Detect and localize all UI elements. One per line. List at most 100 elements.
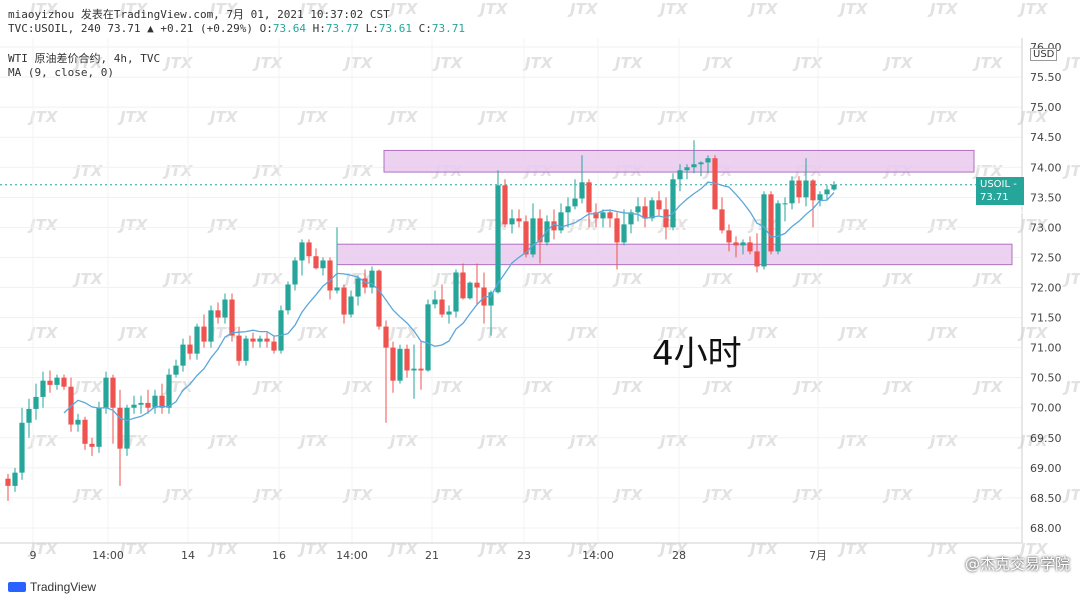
watermark-text: JTX xyxy=(657,108,689,126)
ma-indicator-label[interactable]: MA (9, close, 0) xyxy=(8,66,114,79)
watermark-text: JTX xyxy=(297,108,329,126)
watermark-text: JTX xyxy=(477,324,509,342)
candle-body xyxy=(194,326,200,354)
candle-body xyxy=(593,212,599,219)
watermark-text: JTX xyxy=(342,378,374,396)
candle-body xyxy=(817,194,823,201)
watermark-text: JTX xyxy=(567,540,599,558)
candle-body xyxy=(810,180,816,201)
candle-body xyxy=(131,404,137,408)
price-axis[interactable]: 68.00 68.50 69.00 69.50 70.00 70.50 71.00 71.50… xyxy=(1021,38,1062,543)
candle-body xyxy=(642,206,648,219)
brand-watermark: @杰克交易学院 xyxy=(964,555,1070,573)
watermark-text: JTX xyxy=(432,54,464,72)
time-tick-label: 23 xyxy=(517,549,531,562)
close-label: C: xyxy=(412,22,432,35)
watermark-text: JTX xyxy=(1062,162,1080,180)
candle-body xyxy=(726,230,732,243)
watermark-text: JTX xyxy=(927,432,959,450)
candle-body xyxy=(600,212,606,219)
candle-body xyxy=(110,377,116,408)
watermark-text: JTX xyxy=(117,216,149,234)
candle-body xyxy=(117,407,123,449)
watermark-text: JTX xyxy=(792,486,824,504)
candle-body xyxy=(754,251,760,267)
symbol-description[interactable]: WTI 原油差价合约, 4h, TVC xyxy=(8,52,161,65)
watermark-text: JTX xyxy=(882,378,914,396)
timeframe-annotation: 4小时 xyxy=(652,334,742,374)
candle-body xyxy=(537,218,543,243)
candle-body xyxy=(803,180,809,198)
chart-grid xyxy=(0,38,1022,543)
watermark-text: JTX xyxy=(837,540,869,558)
time-axis[interactable]: 9 14:00 14 16 14:00 21 23 14:00 28 7月 xyxy=(0,542,1022,562)
candle-body xyxy=(796,180,802,198)
low-label: L: xyxy=(359,22,379,35)
watermark-text: JTX xyxy=(837,0,869,18)
candle-body xyxy=(103,377,109,408)
candle-body xyxy=(677,170,683,180)
watermark-text: JTX xyxy=(1017,216,1049,234)
candle-body xyxy=(621,224,627,243)
candle-body xyxy=(740,242,746,246)
candle-body xyxy=(47,380,53,385)
candle-body xyxy=(201,326,207,342)
watermark-text: JTX xyxy=(1062,486,1080,504)
candle-body xyxy=(215,310,221,318)
open-value: 73.64 xyxy=(272,22,307,35)
watermark-text: JTX xyxy=(1062,378,1080,396)
candle-body xyxy=(145,402,151,408)
candle-body xyxy=(369,270,375,288)
watermark-text: JTX xyxy=(477,540,509,558)
candle-body xyxy=(635,206,641,213)
watermark-text: JTX xyxy=(1017,0,1049,18)
watermark-text: JTX xyxy=(207,432,239,450)
candle-body xyxy=(173,365,179,375)
time-tick-label: 21 xyxy=(425,549,439,562)
candle-body xyxy=(768,194,774,252)
watermark-text: JTX xyxy=(747,0,779,18)
candle-body xyxy=(670,179,676,228)
candle-body xyxy=(26,408,32,423)
candle-body xyxy=(166,374,172,408)
candle-body xyxy=(551,221,557,231)
watermark-text: JTX xyxy=(117,0,149,18)
watermark-text: JTX xyxy=(252,162,284,180)
watermark-text: JTX xyxy=(567,216,599,234)
candle-body xyxy=(12,472,18,486)
watermark-text: JTX xyxy=(657,324,689,342)
candle-body xyxy=(264,338,270,342)
price-tick-label: 69.50 xyxy=(1030,432,1062,445)
time-tick-label: 28 xyxy=(672,549,686,562)
candle-body xyxy=(432,299,438,305)
candle-body xyxy=(138,402,144,405)
watermark-text: JTX xyxy=(477,108,509,126)
watermark-text: JTX xyxy=(792,54,824,72)
watermark-text: JTX xyxy=(252,270,284,288)
candle-body xyxy=(481,287,487,306)
watermark-text: JTX xyxy=(837,324,869,342)
candle-body xyxy=(782,203,788,205)
candle-body xyxy=(54,377,60,385)
support-resistance-zones xyxy=(336,149,1013,266)
watermark-text: JTX xyxy=(207,216,239,234)
price-tick-label: 72.00 xyxy=(1030,281,1062,294)
candle-body xyxy=(229,299,235,336)
price-tick-label: 69.00 xyxy=(1030,462,1062,475)
candle-body xyxy=(502,185,508,225)
candle-body xyxy=(257,338,263,342)
candle-body xyxy=(698,162,704,165)
header-publish-info: miaoyizhou 发表在TradingView.com, 7月 01, 20… xyxy=(8,8,390,21)
tradingview-logo[interactable]: TradingView xyxy=(8,580,96,594)
candle-body xyxy=(789,180,795,204)
candle-body xyxy=(411,368,417,371)
close-value: 73.71 xyxy=(431,22,466,35)
time-tick-label: 14:00 xyxy=(582,549,614,562)
watermark-text: JTX xyxy=(702,486,734,504)
watermark-text: JTX xyxy=(342,486,374,504)
watermark-text: JTX xyxy=(1017,108,1049,126)
candle-body xyxy=(355,278,361,297)
watermark-text: JTX xyxy=(972,270,1004,288)
candle-body xyxy=(467,282,473,299)
